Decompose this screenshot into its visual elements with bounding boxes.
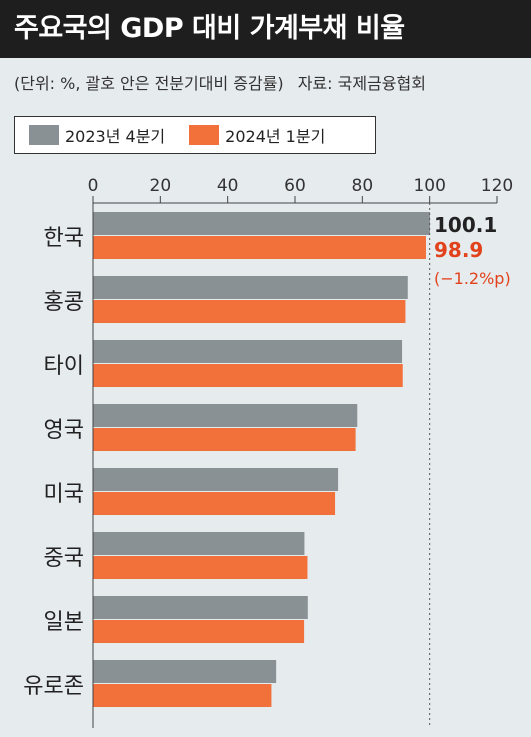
category-label: 타이 (44, 354, 84, 379)
bar-2023q4 (93, 660, 277, 683)
category-label: 미국 (44, 482, 84, 507)
data-label-2024q1: 98.9 (434, 238, 483, 262)
bar-2024q1 (93, 428, 356, 451)
x-tick-label: 120 (481, 176, 513, 196)
bar-2024q1 (93, 556, 308, 579)
bar-2024q1 (93, 684, 272, 707)
unit-note-line: (단위: %, 괄호 안은 전분기대비 증감률) 자료: 국제금융협회 (14, 70, 426, 94)
bar-2023q4 (93, 404, 358, 427)
x-tick-label: 100 (413, 176, 445, 196)
bar-2023q4 (93, 276, 408, 299)
category-label: 유로존 (23, 674, 84, 699)
x-tick-label: 20 (150, 176, 172, 196)
bar-2024q1 (93, 236, 426, 259)
legend-label-2024q1: 2024년 1분기 (225, 127, 326, 146)
data-label-2023q4: 100.1 (434, 213, 497, 237)
legend: 2023년 4분기 2024년 1분기 (14, 116, 376, 154)
legend-swatch-2023q4 (29, 125, 59, 145)
category-label: 홍콩 (44, 290, 84, 315)
bar-2024q1 (93, 364, 403, 387)
category-label: 한국 (44, 226, 84, 251)
legend-item-2023q4: 2023년 4분기 (29, 123, 165, 147)
x-tick-label: 0 (88, 176, 99, 196)
legend-swatch-2024q1 (189, 125, 220, 145)
bar-2023q4 (93, 212, 431, 235)
bar-2024q1 (93, 300, 406, 323)
x-tick-label: 60 (284, 176, 306, 196)
bar-2023q4 (93, 532, 305, 555)
bar-2023q4 (93, 596, 308, 619)
x-tick-label: 80 (352, 176, 374, 196)
bar-2024q1 (93, 492, 336, 515)
change-annotation: (−1.2%p) (434, 269, 511, 288)
category-label: 중국 (44, 546, 84, 571)
bar-2024q1 (93, 620, 305, 643)
category-label: 일본 (44, 610, 84, 635)
unit-note: (단위: %, 괄호 안은 전분기대비 증감률) (14, 74, 284, 93)
category-label: 영국 (44, 418, 84, 443)
x-tick-label: 40 (217, 176, 239, 196)
legend-item-2024q1: 2024년 1분기 (189, 123, 325, 147)
source-note: 자료: 국제금융협회 (297, 74, 426, 93)
legend-label-2023q4: 2023년 4분기 (65, 127, 166, 146)
bar-2023q4 (93, 340, 403, 363)
bar-2023q4 (93, 468, 339, 491)
chart-title: 주요국의 GDP 대비 가계부채 비율 (0, 0, 531, 58)
